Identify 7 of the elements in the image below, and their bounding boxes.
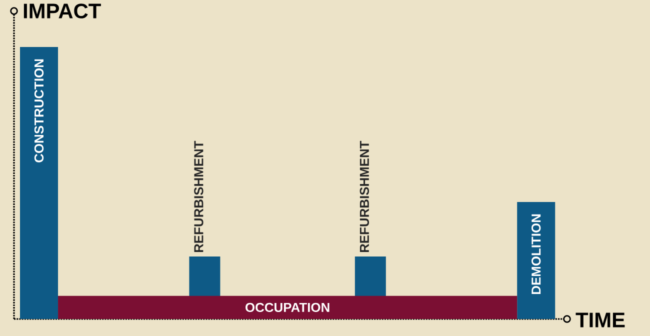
y-axis-title: IMPACT — [24, 4, 101, 18]
x-axis-title: TIME — [576, 312, 625, 328]
x-tick-label: REFURBISHMENT — [194, 140, 204, 252]
x-tick-label: DEMOLITION — [532, 214, 541, 294]
band-label: OCCUPATION — [246, 302, 330, 312]
x-tick-label: CONSTRUCTION — [34, 59, 44, 162]
x-tick-label: REFURBISHMENT — [360, 140, 369, 252]
